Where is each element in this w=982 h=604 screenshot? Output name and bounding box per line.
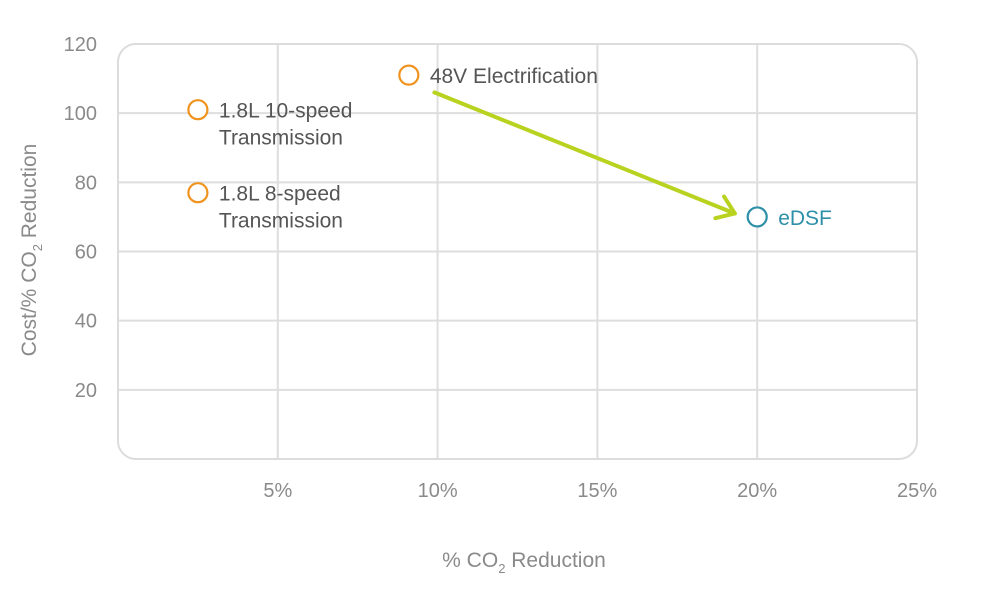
- data-point-marker: [187, 99, 209, 121]
- x-tick-label: 25%: [897, 480, 937, 502]
- x-axis-title: % CO2 Reduction: [442, 549, 606, 576]
- y-tick-label: 60: [75, 242, 97, 264]
- data-point-marker: [398, 64, 420, 86]
- x-axis-ticks: 5% 10% 15% 20% 25%: [263, 480, 937, 502]
- y-tick-label: 40: [75, 311, 97, 333]
- data-point-label: 1.8L 10-speed Transmission: [219, 100, 353, 150]
- data-point-label: eDSF: [778, 207, 832, 230]
- arrow-shaft: [432, 90, 737, 216]
- x-tick-label: 20%: [737, 480, 777, 502]
- trend-arrow: [432, 90, 737, 221]
- data-point-label: 1.8L 8-speed Transmission: [219, 183, 343, 233]
- y-tick-label: 100: [64, 103, 97, 125]
- y-tick-label: 80: [75, 172, 97, 194]
- x-tick-label: 15%: [577, 480, 617, 502]
- data-points: 1.8L 10-speed Transmission 1.8L 8-speed Tra…: [187, 64, 832, 233]
- data-point-marker: [746, 206, 768, 228]
- plot-frame: [117, 43, 918, 460]
- data-point-marker: [187, 182, 209, 204]
- data-point-label: 48V Electrification: [430, 65, 598, 88]
- y-tick-label: 120: [64, 34, 97, 56]
- arrow-head: [713, 194, 737, 221]
- y-axis-ticks: 20 40 60 80 100 120: [64, 34, 97, 402]
- x-tick-label: 10%: [418, 480, 458, 502]
- y-tick-label: 20: [75, 380, 97, 402]
- y-axis-title: Cost/% CO2 Reduction: [18, 144, 45, 357]
- x-tick-label: 5%: [263, 480, 292, 502]
- grid-lines: [118, 44, 917, 459]
